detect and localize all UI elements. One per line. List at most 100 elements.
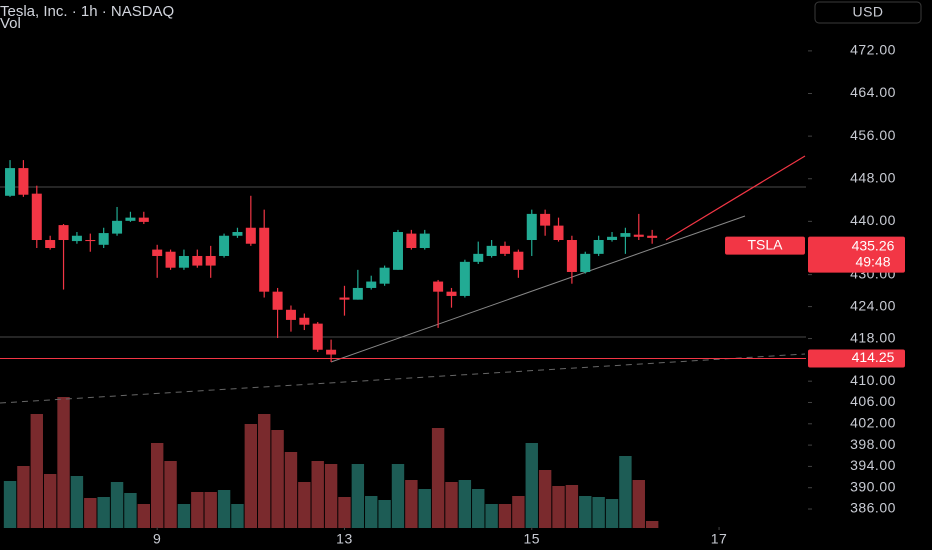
currency-button[interactable] bbox=[814, 1, 922, 24]
volume-bar bbox=[645, 521, 659, 528]
volume-bar bbox=[84, 498, 97, 528]
candle-body bbox=[406, 233, 417, 248]
candle-body bbox=[152, 249, 163, 256]
volume-bar bbox=[217, 490, 231, 528]
candle-body bbox=[178, 255, 189, 268]
volume-bar bbox=[204, 492, 217, 528]
volume-bar bbox=[258, 414, 271, 528]
y-tick-label: 440.00 bbox=[850, 212, 896, 228]
price-tag-label: 414.25 bbox=[852, 349, 895, 365]
candle-body bbox=[352, 287, 363, 300]
candle-body bbox=[299, 317, 310, 325]
drawings bbox=[0, 155, 806, 404]
y-tick-label: 464.00 bbox=[850, 84, 896, 100]
candle-body bbox=[18, 168, 29, 195]
countdown: 49:48 bbox=[855, 253, 890, 269]
y-tick-label: 386.00 bbox=[850, 500, 896, 516]
volume-bar bbox=[298, 482, 311, 528]
volume-bar bbox=[418, 489, 431, 528]
y-tick-label: 398.00 bbox=[850, 436, 896, 452]
candle-body bbox=[392, 232, 403, 270]
last-price-tag bbox=[808, 236, 905, 273]
candle-body bbox=[647, 235, 658, 238]
volume-bar bbox=[324, 464, 338, 528]
volume-bar bbox=[150, 443, 164, 528]
dashed-trend-line bbox=[0, 353, 806, 404]
volume-bar bbox=[164, 461, 177, 528]
volume-bar bbox=[97, 497, 110, 528]
candle-body bbox=[593, 240, 604, 254]
volume-bar bbox=[431, 428, 445, 528]
candle-body bbox=[459, 261, 470, 296]
volume-bar bbox=[565, 485, 579, 528]
volume-bar bbox=[30, 414, 43, 528]
candle-body bbox=[566, 240, 577, 272]
price-tag bbox=[808, 349, 905, 368]
y-tick-label: 402.00 bbox=[850, 414, 896, 430]
x-tick-label: 13 bbox=[336, 531, 353, 547]
y-tick-label: 418.00 bbox=[850, 329, 896, 345]
candle-body bbox=[205, 255, 216, 266]
candle-body bbox=[98, 233, 109, 245]
volume-bar bbox=[271, 430, 284, 528]
y-tick-label: 410.00 bbox=[850, 372, 896, 388]
volume-bar bbox=[552, 486, 565, 528]
volume-bar bbox=[124, 493, 137, 528]
volume-bar bbox=[405, 480, 418, 528]
volume-bar bbox=[378, 500, 391, 528]
volume-bar bbox=[231, 504, 244, 528]
candle-body bbox=[5, 168, 16, 196]
candle-body bbox=[580, 253, 591, 272]
volume-bar bbox=[391, 464, 405, 528]
candle-body bbox=[486, 245, 497, 256]
volume-bar bbox=[311, 461, 324, 528]
candle-body bbox=[45, 240, 56, 248]
candle-body bbox=[138, 217, 149, 222]
y-tick-label: 472.00 bbox=[850, 42, 896, 58]
volume-bar bbox=[592, 497, 605, 528]
volume-bar bbox=[284, 452, 298, 528]
volume-bar bbox=[110, 482, 124, 528]
x-tick-label: 17 bbox=[711, 531, 728, 547]
candle-body bbox=[259, 227, 270, 292]
candle-body bbox=[219, 235, 230, 256]
candle-body bbox=[192, 255, 203, 266]
symbol-tag-label: TSLA bbox=[747, 236, 783, 252]
y-tick-label: 456.00 bbox=[850, 127, 896, 143]
volume-bar bbox=[3, 481, 17, 528]
last-price-label: 435.26 bbox=[852, 237, 895, 253]
volume-bar bbox=[445, 482, 458, 528]
volume-bar bbox=[244, 424, 258, 528]
candle-body bbox=[620, 233, 631, 237]
x-tick-label: 15 bbox=[523, 531, 540, 547]
y-tick-label: 390.00 bbox=[850, 478, 896, 494]
candle-body bbox=[607, 236, 618, 241]
currency-label[interactable]: USD bbox=[852, 4, 883, 20]
candle-body bbox=[446, 291, 457, 296]
candle-body bbox=[245, 227, 256, 244]
candle-body bbox=[500, 245, 511, 254]
candle-body bbox=[85, 240, 96, 242]
y-tick-label: 424.00 bbox=[850, 297, 896, 313]
candle-body bbox=[473, 253, 484, 262]
candle-body bbox=[633, 234, 644, 237]
candle-body bbox=[433, 281, 444, 292]
volume-bar bbox=[472, 489, 485, 528]
candle-body bbox=[31, 193, 42, 241]
volume-bar bbox=[605, 499, 619, 528]
volume-bar bbox=[498, 504, 512, 528]
volume-bar bbox=[485, 504, 498, 528]
trend-line bbox=[665, 155, 806, 241]
volume-bar bbox=[137, 504, 151, 528]
candle-body bbox=[513, 251, 524, 270]
volume-bar bbox=[177, 504, 191, 528]
volume-bar bbox=[525, 443, 538, 528]
y-tick-label: 406.00 bbox=[850, 393, 896, 409]
price-pane bbox=[0, 160, 806, 362]
candle-body bbox=[379, 267, 390, 284]
candle-body bbox=[339, 297, 350, 300]
candle-body bbox=[553, 225, 564, 241]
y-tick-label: 394.00 bbox=[850, 457, 896, 473]
x-tick-label: 9 bbox=[153, 531, 161, 547]
symbol-tag bbox=[725, 236, 805, 255]
